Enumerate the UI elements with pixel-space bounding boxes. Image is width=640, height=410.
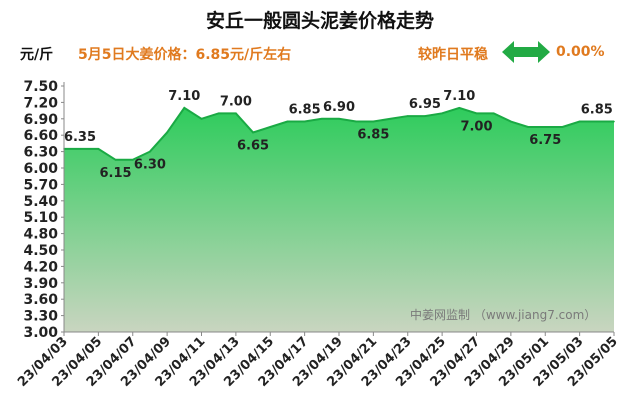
data-point — [596, 120, 598, 123]
data-point — [80, 148, 82, 150]
y-tick-label: 6.30 — [23, 145, 58, 161]
data-point — [578, 120, 581, 123]
watermark: 中姜网监制 （www.jiang7.com） — [410, 307, 596, 322]
data-point — [303, 120, 306, 123]
data-label: 6.85 — [581, 103, 613, 118]
chart-title: 安丘一般圆头泥姜价格走势 — [205, 10, 434, 32]
y-tick-label: 3.30 — [23, 309, 58, 325]
y-tick-label: 5.10 — [23, 210, 58, 226]
data-label: 7.10 — [443, 89, 475, 104]
y-tick-label: 6.90 — [23, 112, 58, 128]
data-label: 6.30 — [134, 158, 166, 173]
data-label: 6.65 — [237, 138, 269, 153]
price-headline: 5月5日大姜价格：6.85元/斤左右 — [78, 47, 292, 63]
data-point — [492, 112, 495, 115]
data-point — [613, 120, 615, 123]
data-point — [183, 107, 186, 109]
data-label: 6.85 — [357, 128, 389, 143]
data-point — [149, 150, 151, 153]
data-point — [252, 131, 254, 134]
data-point — [475, 112, 478, 115]
double-arrow-icon — [502, 41, 550, 63]
data-label: 6.90 — [323, 100, 355, 115]
data-point — [544, 126, 547, 128]
compare-label: 较昨日平稳 — [418, 47, 488, 63]
y-tick-label: 4.50 — [23, 243, 58, 259]
data-label: 6.15 — [100, 166, 132, 181]
data-label: 6.95 — [409, 97, 441, 112]
data-point — [200, 118, 203, 120]
y-tick-label: 7.20 — [23, 95, 58, 111]
data-point — [527, 126, 529, 128]
data-point — [458, 107, 461, 109]
data-label: 6.85 — [289, 103, 321, 118]
data-point — [269, 126, 272, 128]
y-tick-label: 5.40 — [23, 194, 58, 210]
y-tick-label: 3.90 — [23, 276, 58, 292]
data-point — [114, 159, 117, 161]
y-tick-label: 5.70 — [23, 177, 58, 193]
data-point — [355, 120, 357, 123]
y-tick-label: 7.50 — [23, 79, 58, 95]
data-point — [97, 148, 100, 150]
data-point — [321, 118, 323, 120]
y-tick-label: 4.20 — [23, 259, 58, 275]
data-label: 7.00 — [220, 94, 252, 109]
price-area — [64, 107, 614, 332]
data-point — [389, 118, 392, 120]
data-point — [406, 115, 409, 117]
data-point — [217, 112, 220, 115]
y-tick-label: 3.60 — [23, 292, 58, 308]
data-point — [338, 118, 340, 120]
data-label: 7.10 — [168, 89, 200, 104]
y-tick-label: 3.00 — [23, 325, 58, 341]
data-label: 6.75 — [529, 133, 561, 148]
data-point — [235, 112, 237, 115]
y-tick-label: 6.60 — [23, 128, 58, 144]
data-point — [286, 120, 289, 123]
data-label: 6.35 — [64, 130, 96, 145]
unit-label: 元/斤 — [20, 47, 54, 63]
data-point — [372, 120, 375, 123]
data-point — [510, 120, 512, 123]
data-point — [441, 112, 443, 115]
data-point — [424, 115, 426, 117]
change-value: 0.00% — [556, 44, 605, 60]
y-tick-label: 4.80 — [23, 227, 58, 243]
data-point — [561, 126, 564, 128]
data-label: 7.00 — [460, 119, 492, 134]
y-tick-label: 6.00 — [23, 161, 58, 177]
data-point — [131, 159, 134, 161]
data-point — [166, 131, 168, 134]
